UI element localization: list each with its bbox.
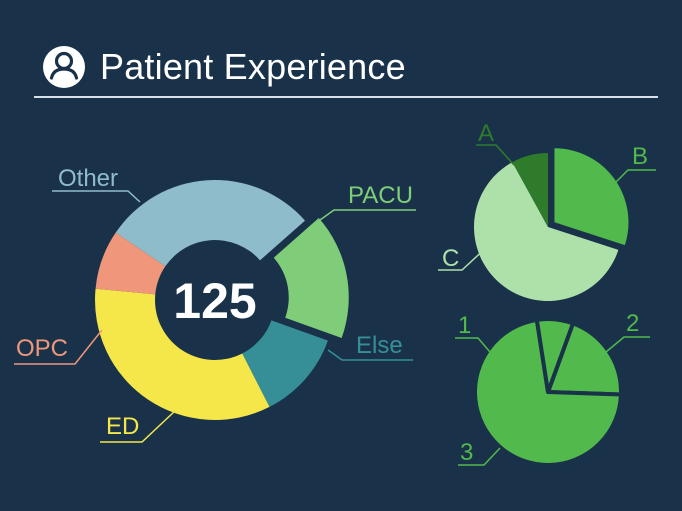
pie1-label-c: C: [442, 245, 459, 272]
pie2-slice-2: [546, 321, 623, 397]
leader-line-else: [327, 349, 413, 361]
leader-line-b: [613, 169, 656, 185]
pie1-slice-a: [512, 153, 548, 227]
leader-line-other: [52, 190, 141, 203]
pie1-slice-c: [474, 162, 619, 301]
pie1-label-b: B: [632, 143, 648, 170]
header: Patient Experience: [42, 40, 406, 94]
donut-slice-opc: [95, 232, 166, 295]
leader-line-ed: [100, 409, 177, 443]
pie-chart-123: [473, 317, 623, 467]
donut-label-else: Else: [356, 332, 403, 359]
pie-chart-abc: [474, 148, 629, 301]
donut-label-ed: ED: [106, 413, 139, 440]
donut-label-pacu: PACU: [348, 182, 413, 209]
leader-line-a: [476, 144, 515, 166]
donut-slice-pacu: [273, 218, 349, 339]
page-title: Patient Experience: [100, 46, 406, 87]
donut-chart: [95, 180, 349, 420]
pie2-label-2: 2: [626, 310, 639, 337]
pie2-slice-1: [534, 317, 575, 394]
donut-label-opc: OPC: [16, 335, 68, 362]
user-circle-icon: [43, 46, 85, 88]
leader-line-opc: [14, 329, 103, 365]
leader-line-2: [605, 336, 650, 353]
pie2-label-1: 1: [458, 312, 471, 339]
leader-line-c: [438, 245, 489, 271]
leader-line-1: [455, 337, 491, 353]
donut-slice-ed: [95, 288, 270, 420]
title-divider: [34, 96, 658, 98]
pie1-slice-b: [554, 148, 629, 246]
donut-slice-else: [242, 320, 328, 407]
donut-slice-other: [115, 180, 306, 267]
leader-line-3: [458, 447, 501, 466]
donut-center-value: 125: [173, 273, 256, 329]
pie1-label-a: A: [478, 120, 494, 147]
donut-label-other: Other: [58, 165, 118, 192]
leader-line-pacu: [319, 209, 416, 221]
pie2-label-3: 3: [460, 439, 473, 466]
